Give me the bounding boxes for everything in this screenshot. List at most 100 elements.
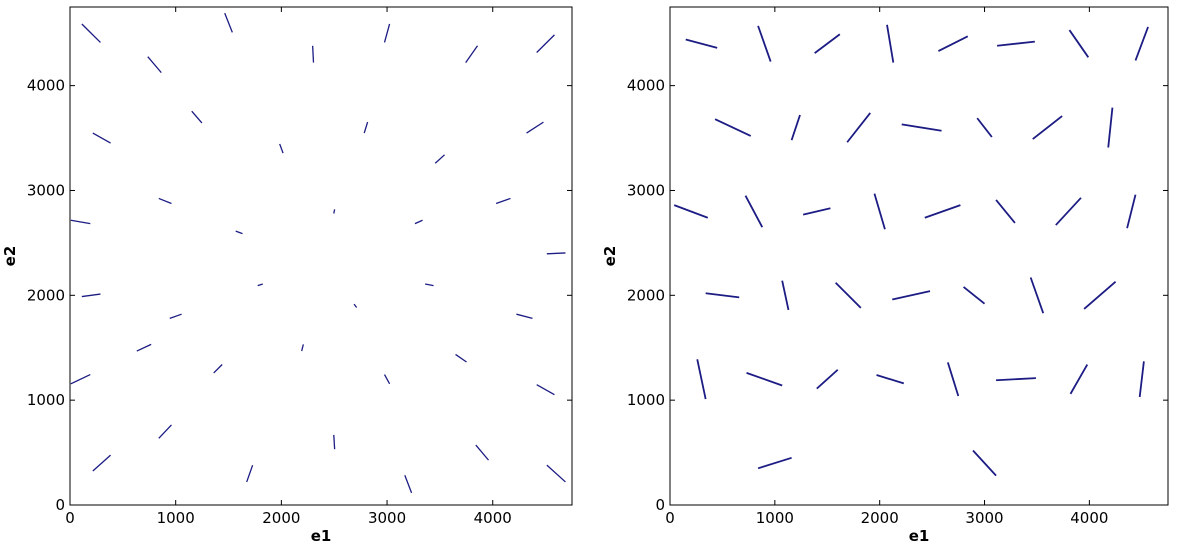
segment — [790, 114, 801, 141]
segment — [705, 292, 740, 299]
y-tick-label: 2000 — [627, 286, 665, 304]
x-tick-label: 4000 — [1070, 509, 1108, 527]
segments — [673, 24, 1149, 477]
x-axis-label: e1 — [909, 527, 930, 545]
segment — [434, 154, 445, 164]
segment — [1126, 194, 1137, 229]
y-tick-label: 1000 — [627, 391, 665, 409]
segment — [1055, 197, 1082, 226]
segment — [414, 219, 423, 225]
y-tick-label: 3000 — [627, 181, 665, 199]
y-axis-label: e2 — [1, 246, 19, 267]
segment — [92, 132, 111, 144]
plot-panel: 0 1000 2000 3000 4000 0 1000 2000 3000 4000 e1 e2 — [601, 6, 1169, 545]
x-tick-label: 1000 — [157, 509, 195, 527]
segment — [536, 384, 555, 396]
segment — [404, 474, 413, 494]
segment — [802, 207, 831, 216]
segment — [846, 112, 871, 143]
segment — [685, 38, 718, 49]
segment — [333, 209, 336, 214]
segment — [257, 283, 263, 287]
segment — [546, 252, 566, 255]
segment — [946, 362, 960, 397]
segment — [235, 230, 243, 235]
segment — [383, 23, 391, 43]
segment — [147, 56, 162, 74]
segment — [901, 123, 942, 132]
segment — [972, 449, 997, 477]
segment — [333, 434, 336, 450]
axes-frame — [69, 6, 573, 506]
segment — [353, 303, 358, 308]
segment — [312, 45, 315, 63]
segment — [495, 197, 511, 205]
segment — [191, 110, 203, 124]
segment — [1138, 361, 1145, 398]
x-tick-label: 0 — [665, 509, 675, 527]
segment — [92, 454, 112, 472]
segment — [816, 369, 839, 390]
segment — [962, 286, 986, 305]
x-tick-label: 3000 — [368, 509, 406, 527]
segment — [213, 364, 223, 374]
segment — [886, 24, 895, 63]
segment — [1069, 364, 1089, 395]
segment — [81, 293, 101, 298]
segment — [757, 25, 772, 62]
x-tick-label: 3000 — [965, 509, 1003, 527]
segment — [746, 372, 783, 387]
segment — [1107, 107, 1114, 148]
segment — [81, 23, 101, 43]
segments — [70, 12, 566, 494]
segment — [1134, 26, 1149, 61]
y-axis-label: e2 — [601, 246, 619, 267]
segment — [383, 374, 391, 385]
segment — [536, 34, 555, 53]
segment — [475, 444, 490, 461]
segment — [757, 456, 792, 470]
segment — [136, 343, 152, 352]
segment — [937, 35, 969, 52]
segment — [158, 424, 172, 439]
segment — [526, 121, 544, 134]
x-tick-label: 2000 — [262, 509, 300, 527]
segment — [995, 199, 1016, 224]
segment — [246, 464, 254, 483]
x-tick-label: 4000 — [474, 509, 512, 527]
segment — [158, 197, 172, 205]
x-tick-label: 2000 — [861, 509, 899, 527]
x-tick-label: 1000 — [756, 509, 794, 527]
segment — [363, 121, 369, 134]
x-axis-label: e1 — [311, 527, 332, 545]
segment — [997, 40, 1035, 47]
segment — [873, 193, 886, 230]
segment — [424, 283, 434, 287]
segment — [744, 195, 764, 228]
y-tick-label: 0 — [55, 496, 65, 514]
segment — [70, 219, 91, 225]
y-tick-label: 2000 — [27, 286, 65, 304]
segment — [996, 377, 1036, 382]
segment — [516, 313, 533, 320]
segment — [169, 313, 182, 319]
y-tick-label: 3000 — [27, 181, 65, 199]
y-tick-label: 0 — [655, 496, 665, 514]
segment — [455, 353, 467, 363]
segment — [1068, 29, 1090, 58]
segment — [279, 143, 284, 154]
segment — [781, 280, 790, 311]
segment — [301, 344, 304, 352]
segment — [835, 282, 862, 309]
segment — [673, 204, 709, 219]
segment — [1032, 115, 1063, 140]
segment — [1029, 277, 1045, 314]
segment — [976, 117, 993, 138]
segment — [465, 45, 479, 63]
segment — [70, 373, 91, 385]
segment — [814, 33, 841, 54]
segment — [696, 359, 707, 400]
segment — [546, 464, 566, 483]
segment — [892, 290, 931, 301]
